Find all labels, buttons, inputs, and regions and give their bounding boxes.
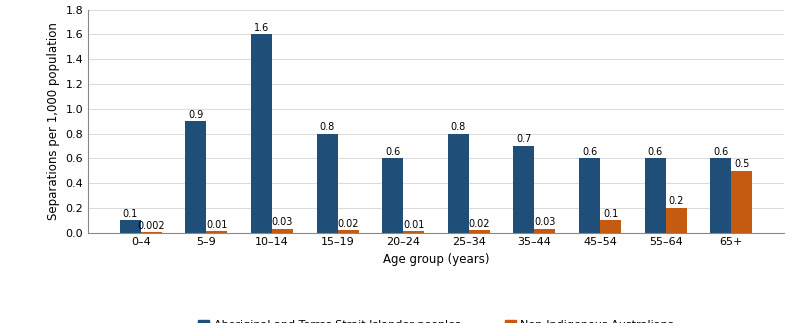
Text: 0.8: 0.8 [450, 122, 466, 132]
Y-axis label: Separations per 1,000 population: Separations per 1,000 population [47, 22, 60, 220]
Text: 0.002: 0.002 [138, 221, 165, 231]
Text: 0.7: 0.7 [516, 134, 532, 144]
Text: 0.6: 0.6 [385, 147, 400, 157]
Bar [206, 231, 227, 233]
Text: 0.01: 0.01 [403, 220, 424, 230]
Bar [403, 231, 424, 233]
Text: 0.02: 0.02 [469, 219, 490, 229]
X-axis label: Age group (years): Age group (years) [382, 253, 490, 266]
Legend: Aboriginal and Torres Strait Islander peoples, Non-Indigenous Australians: Aboriginal and Torres Strait Islander pe… [194, 315, 678, 323]
Bar [272, 229, 293, 233]
Text: 1.6: 1.6 [254, 23, 269, 33]
Text: 0.9: 0.9 [188, 109, 203, 120]
Text: 0.02: 0.02 [338, 219, 358, 229]
Bar [600, 220, 621, 233]
Bar [731, 171, 752, 233]
Bar [448, 133, 469, 233]
Bar [710, 158, 731, 233]
Bar [514, 146, 534, 233]
Bar [120, 220, 141, 233]
Text: 0.8: 0.8 [319, 122, 334, 132]
Bar [645, 158, 666, 233]
Text: 0.6: 0.6 [647, 147, 663, 157]
Text: 0.6: 0.6 [582, 147, 598, 157]
Text: 0.01: 0.01 [206, 220, 227, 230]
Text: 0.5: 0.5 [734, 159, 750, 169]
Text: 0.1: 0.1 [603, 209, 618, 219]
Bar [338, 230, 358, 233]
Bar [186, 121, 206, 233]
Text: 0.03: 0.03 [272, 217, 293, 227]
Bar [317, 133, 338, 233]
Text: 0.1: 0.1 [122, 209, 138, 219]
Bar [666, 208, 686, 233]
Text: 0.2: 0.2 [669, 196, 684, 206]
Bar [534, 229, 555, 233]
Bar [579, 158, 600, 233]
Bar [382, 158, 403, 233]
Bar [251, 35, 272, 233]
Text: 0.6: 0.6 [714, 147, 729, 157]
Text: 0.03: 0.03 [534, 217, 556, 227]
Bar [469, 230, 490, 233]
